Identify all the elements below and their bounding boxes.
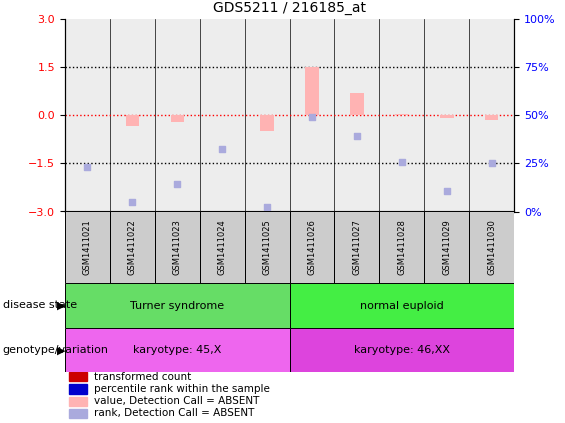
Bar bbox=[65, 212, 110, 283]
Text: karyotype: 45,X: karyotype: 45,X bbox=[133, 345, 221, 355]
Text: value, Detection Call = ABSENT: value, Detection Call = ABSENT bbox=[94, 396, 259, 406]
Bar bbox=[65, 19, 110, 212]
Bar bbox=[469, 19, 514, 212]
Bar bbox=[245, 19, 289, 212]
Text: rank, Detection Call = ABSENT: rank, Detection Call = ABSENT bbox=[94, 408, 255, 418]
Bar bbox=[110, 19, 155, 212]
Bar bbox=[305, 67, 319, 115]
Text: percentile rank within the sample: percentile rank within the sample bbox=[94, 384, 270, 394]
Text: GSM1411030: GSM1411030 bbox=[487, 220, 496, 275]
Bar bbox=[69, 385, 86, 393]
Text: GSM1411021: GSM1411021 bbox=[83, 220, 92, 275]
Bar bbox=[380, 212, 424, 283]
Point bbox=[487, 160, 496, 167]
Bar bbox=[69, 397, 86, 406]
Bar bbox=[155, 212, 200, 283]
Text: Turner syndrome: Turner syndrome bbox=[130, 301, 224, 310]
Bar bbox=[334, 19, 380, 212]
Bar bbox=[485, 115, 498, 120]
Bar bbox=[245, 212, 289, 283]
Point bbox=[218, 146, 227, 152]
Text: GSM1411028: GSM1411028 bbox=[397, 220, 406, 275]
Text: ▶: ▶ bbox=[56, 300, 66, 310]
Bar bbox=[334, 212, 380, 283]
Bar bbox=[440, 115, 454, 118]
Bar bbox=[155, 19, 200, 212]
Title: GDS5211 / 216185_at: GDS5211 / 216185_at bbox=[213, 1, 366, 15]
Bar bbox=[424, 19, 469, 212]
Text: transformed count: transformed count bbox=[94, 372, 192, 382]
Text: GSM1411025: GSM1411025 bbox=[263, 220, 272, 275]
Bar bbox=[469, 212, 514, 283]
Bar bbox=[200, 212, 245, 283]
Bar bbox=[260, 115, 274, 131]
Point bbox=[442, 187, 451, 194]
Bar bbox=[110, 212, 155, 283]
Point bbox=[307, 113, 316, 120]
Bar bbox=[69, 409, 86, 418]
Point bbox=[353, 133, 362, 140]
Point bbox=[83, 163, 92, 170]
Bar bbox=[424, 212, 469, 283]
Text: GSM1411026: GSM1411026 bbox=[307, 220, 316, 275]
Text: GSM1411023: GSM1411023 bbox=[173, 220, 182, 275]
Point bbox=[397, 158, 406, 165]
Bar bbox=[395, 114, 408, 115]
Bar bbox=[69, 372, 86, 382]
Text: genotype/variation: genotype/variation bbox=[3, 345, 109, 355]
Text: GSM1411027: GSM1411027 bbox=[353, 220, 362, 275]
Bar bbox=[350, 93, 364, 115]
Text: GSM1411029: GSM1411029 bbox=[442, 220, 451, 275]
Text: ▶: ▶ bbox=[56, 345, 66, 355]
Text: GSM1411024: GSM1411024 bbox=[218, 220, 227, 275]
Point bbox=[128, 198, 137, 205]
Text: karyotype: 46,XX: karyotype: 46,XX bbox=[354, 345, 450, 355]
Bar bbox=[125, 115, 139, 126]
Bar bbox=[289, 328, 514, 372]
Text: disease state: disease state bbox=[3, 300, 77, 310]
Text: normal euploid: normal euploid bbox=[360, 301, 444, 310]
Bar bbox=[289, 283, 514, 328]
Bar bbox=[65, 283, 289, 328]
Text: GSM1411022: GSM1411022 bbox=[128, 220, 137, 275]
Bar bbox=[200, 19, 245, 212]
Bar bbox=[289, 212, 334, 283]
Point bbox=[263, 203, 272, 210]
Bar bbox=[171, 115, 184, 122]
Bar bbox=[65, 328, 289, 372]
Bar bbox=[289, 19, 334, 212]
Point bbox=[173, 181, 182, 188]
Bar bbox=[380, 19, 424, 212]
